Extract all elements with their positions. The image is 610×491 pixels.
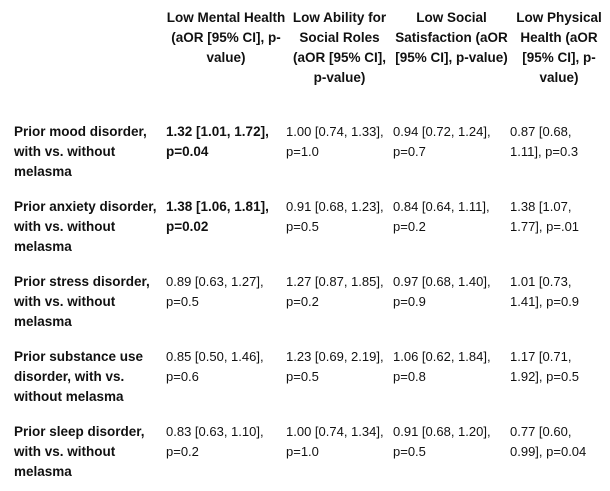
cell-social-satisfaction: 0.91 [0.68, 1.20], p=0.5: [393, 424, 491, 459]
table-row-mood: Prior mood disorder, with vs. without me…: [14, 116, 608, 191]
table-row-substance-use: Prior substance use disorder, with vs. w…: [14, 341, 608, 416]
row-label: Prior anxiety disorder, with vs. without…: [14, 199, 157, 254]
row-label: Prior sleep disorder, with vs. without m…: [14, 424, 145, 479]
cell-social-roles: 1.00 [0.74, 1.33], p=1.0: [286, 124, 384, 159]
header-low-social-satisfaction: Low Social Satisfaction (aOR [95% CI], p…: [395, 10, 508, 65]
cell-mental-health: 0.85 [0.50, 1.46], p=0.6: [166, 349, 264, 384]
table-row-stress: Prior stress disorder, with vs. without …: [14, 266, 608, 341]
cell-social-satisfaction: 0.97 [0.68, 1.40], p=0.9: [393, 274, 491, 309]
table-row-sleep: Prior sleep disorder, with vs. without m…: [14, 416, 608, 491]
cell-physical-health: 0.77 [0.60, 0.99], p=0.04: [510, 424, 587, 459]
cell-mental-health: 0.83 [0.63, 1.10], p=0.2: [166, 424, 264, 459]
header-low-physical-health: Low Physical Health (aOR [95% CI], p-val…: [516, 10, 602, 85]
results-table: Low Mental Health (aOR [95% CI], p-value…: [14, 6, 608, 491]
cell-mental-health: 1.32 [1.01, 1.72], p=0.04: [166, 124, 269, 159]
cell-social-satisfaction: 1.06 [0.62, 1.84], p=0.8: [393, 349, 491, 384]
row-label: Prior stress disorder, with vs. without …: [14, 274, 150, 329]
cell-physical-health: 1.17 [0.71, 1.92], p=0.5: [510, 349, 580, 384]
cell-physical-health: 0.87 [0.68, 1.11], p=0.3: [510, 124, 579, 159]
row-label: Prior substance use disorder, with vs. w…: [14, 349, 144, 404]
cell-social-roles: 1.23 [0.69, 2.19], p=0.5: [286, 349, 384, 384]
cell-social-roles: 0.91 [0.68, 1.23], p=0.5: [286, 199, 384, 234]
cell-social-roles: 1.00 [0.74, 1.34], p=1.0: [286, 424, 384, 459]
cell-physical-health: 1.01 [0.73, 1.41], p=0.9: [510, 274, 580, 309]
cell-social-satisfaction: 0.84 [0.64, 1.11], p=0.2: [393, 199, 490, 234]
header-low-ability-social-roles: Low Ability for Social Roles (aOR [95% C…: [292, 10, 387, 85]
row-label: Prior mood disorder, with vs. without me…: [14, 124, 147, 179]
cell-social-roles: 1.27 [0.87, 1.85], p=0.2: [286, 274, 384, 309]
table-row-anxiety: Prior anxiety disorder, with vs. without…: [14, 191, 608, 266]
header-cell-empty: [14, 6, 166, 116]
cell-physical-health: 1.38 [1.07, 1.77], p=.01: [510, 199, 580, 234]
cell-social-satisfaction: 0.94 [0.72, 1.24], p=0.7: [393, 124, 491, 159]
table-header-row: Low Mental Health (aOR [95% CI], p-value…: [14, 6, 608, 116]
cell-mental-health: 1.38 [1.06, 1.81], p=0.02: [166, 199, 269, 234]
cell-mental-health: 0.89 [0.63, 1.27], p=0.5: [166, 274, 264, 309]
header-low-mental-health: Low Mental Health (aOR [95% CI], p-value…: [166, 10, 286, 65]
